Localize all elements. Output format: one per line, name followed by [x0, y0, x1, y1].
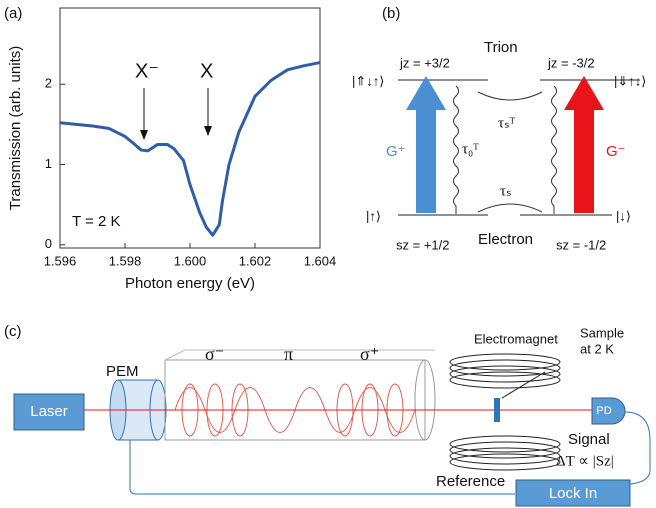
g-minus-arrow [564, 76, 604, 213]
x-tick-label: 1.602 [239, 253, 272, 268]
sample [494, 398, 500, 422]
figure: (a) (b) (c) Photon energy (eV) Transmiss… [0, 0, 656, 508]
label: τₛᵀ [498, 115, 516, 131]
panel-label: (a) [4, 5, 22, 22]
g-plus-arrow [406, 76, 446, 213]
label: Electron [478, 231, 533, 248]
label: Laser [30, 403, 68, 420]
label: τₛ [500, 183, 512, 199]
label: sz = -1/2 [556, 237, 606, 252]
label: σ⁻ [205, 344, 224, 364]
arrowhead [204, 126, 212, 136]
tube [165, 360, 425, 440]
annotation: X⁻ [135, 60, 159, 82]
data-line [60, 63, 320, 236]
state: |↓⟩ [616, 208, 631, 223]
spin-flip [478, 204, 542, 212]
energy-diagram: jz = +3/2 Trion jz = -3/2 |⇑↓↑⟩ |⇓↑↓⟩ G⁺… [352, 39, 646, 252]
label: Signal [568, 431, 610, 448]
label: Lock In [549, 485, 597, 502]
label: PD [596, 405, 611, 417]
label: Electromagnet [474, 331, 558, 346]
y-tick-label: 1 [45, 156, 52, 171]
annotation: X [200, 60, 213, 82]
label: Trion [484, 39, 518, 56]
arrowhead [140, 130, 148, 140]
wavy-decay [454, 86, 459, 214]
label: sz = +1/2 [396, 237, 449, 252]
setup-diagram: Laser PEM σ⁻ π σ⁺ Electromagnet Sample a… [14, 325, 650, 506]
wire [625, 412, 650, 484]
state: |⇓↑↓⟩ [614, 73, 646, 88]
label: jz = +3/2 [399, 55, 450, 70]
label: at 2 K [580, 341, 614, 356]
panel-label: (b) [382, 5, 400, 22]
coil [450, 354, 560, 470]
label: ΔT ∝ |Sz| [556, 453, 614, 469]
x-tick-label: 1.596 [44, 253, 77, 268]
chart: Photon energy (eV) Transmission (arb. un… [7, 8, 336, 292]
label: G⁻ [606, 143, 626, 160]
x-axis-label: Photon energy (eV) [125, 275, 255, 292]
state: |↑⟩ [366, 208, 381, 223]
y-tick-label: 0 [45, 236, 52, 251]
label: Sample [580, 325, 624, 340]
label: G⁺ [386, 143, 406, 160]
y-tick-label: 2 [45, 76, 52, 91]
label: jz = -3/2 [547, 55, 595, 70]
x-tick-label: 1.600 [174, 253, 207, 268]
x-tick-label: 1.598 [109, 253, 142, 268]
wavy-decay [552, 86, 557, 214]
x-tick-label: 1.604 [304, 253, 337, 268]
annotation: T = 2 K [72, 213, 121, 230]
label: π [284, 344, 293, 364]
label: PEM [106, 363, 139, 380]
label: σ⁺ [360, 344, 379, 364]
y-axis-label: Transmission (arb. units) [7, 46, 24, 211]
label: Reference [436, 473, 505, 490]
spin-flip [478, 92, 542, 100]
panel-label: (c) [4, 323, 22, 340]
label: τ₀ᵀ [462, 141, 479, 157]
page: (a) (b) (c) Photon energy (eV) Transmiss… [0, 0, 656, 508]
state: |⇑↓↑⟩ [352, 73, 384, 88]
